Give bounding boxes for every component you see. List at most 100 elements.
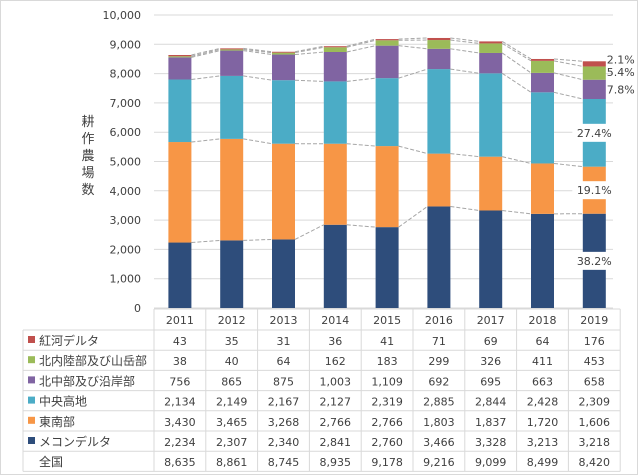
bar-segment — [531, 213, 554, 308]
bar-segment — [168, 56, 192, 58]
legend-label: 北内陸部及び山岳部 — [39, 353, 147, 368]
bar-segment — [272, 51, 295, 53]
legend-label: メコンデルタ — [39, 434, 111, 449]
table-cell: 756 — [169, 375, 190, 388]
table-cell: 36 — [328, 335, 342, 348]
table-cell: 31 — [277, 335, 291, 348]
series-line — [346, 224, 376, 228]
y-tick-label: 7,000 — [110, 97, 142, 110]
bar-segment — [323, 81, 347, 144]
bar-segment — [479, 156, 503, 211]
table-cell-total: 9,178 — [371, 456, 403, 469]
table-cell-total: 8,635 — [164, 456, 196, 469]
table-cell: 3,213 — [527, 436, 559, 449]
table-cell: 2,760 — [371, 436, 403, 449]
table-cell: 1,720 — [527, 416, 559, 429]
data-label: 38.2% — [577, 255, 612, 268]
series-line — [346, 143, 376, 147]
series-line — [450, 37, 480, 42]
legend-swatch — [28, 376, 35, 384]
bar-segment — [479, 41, 503, 44]
table-cell: 2,127 — [320, 396, 352, 409]
bar-segment — [479, 73, 503, 157]
y-axis-label-char: 農 — [81, 149, 94, 164]
series-line — [346, 38, 376, 47]
x-tick-label: 2018 — [529, 314, 557, 327]
bar-segment — [220, 75, 244, 139]
series-line — [553, 91, 583, 100]
x-tick-label: 2017 — [477, 314, 505, 327]
bar-segment — [323, 46, 347, 48]
table-cell: 692 — [428, 375, 449, 388]
bar-segment — [168, 54, 192, 57]
bar-segment — [323, 143, 347, 225]
table-cell-total: 8,861 — [216, 456, 248, 469]
table-cell: 1,003 — [320, 375, 352, 388]
series-line — [553, 162, 583, 168]
table-cell: 43 — [173, 335, 187, 348]
bar-segment — [427, 48, 451, 70]
series-line — [346, 77, 376, 82]
y-tick-label: 5,000 — [110, 156, 142, 169]
table-cell: 3,328 — [475, 436, 507, 449]
y-axis-label-char: 数 — [81, 183, 94, 198]
series-line — [450, 48, 480, 54]
table-cell: 1,606 — [579, 416, 611, 429]
bar-segment — [272, 52, 295, 55]
bar-segment — [531, 72, 554, 93]
series-line — [346, 45, 376, 53]
bar-segment — [479, 210, 503, 308]
table-cell: 2,134 — [164, 396, 196, 409]
bar-segment — [582, 61, 606, 67]
series-line — [191, 47, 221, 56]
series-line — [243, 138, 273, 145]
data-label-bg — [572, 251, 617, 270]
table-cell: 875 — [273, 375, 294, 388]
table-cell: 1,803 — [423, 416, 455, 429]
y-tick-label: 1,000 — [110, 273, 142, 286]
bar-segment — [427, 40, 451, 49]
table-cell-total: 8,935 — [320, 456, 352, 469]
series-line — [398, 145, 428, 155]
bar-segment — [427, 206, 451, 308]
series-line — [243, 47, 273, 53]
legend-swatch — [28, 396, 35, 404]
x-tick-label: 2012 — [218, 314, 246, 327]
x-tick-label: 2013 — [270, 314, 298, 327]
table-cell: 2,234 — [164, 436, 196, 449]
bar-segment — [531, 58, 554, 61]
series-line — [501, 72, 532, 93]
bar-segment — [375, 227, 399, 308]
bar-segment — [531, 60, 554, 73]
table-cell: 2,307 — [216, 436, 248, 449]
table-cell: 41 — [380, 335, 394, 348]
bar-segment — [220, 50, 244, 76]
bar-segment — [375, 78, 399, 147]
table-cell: 3,430 — [164, 416, 196, 429]
table-cell: 453 — [584, 355, 605, 368]
table-cell: 40 — [225, 355, 239, 368]
series-line — [553, 58, 583, 62]
series-line — [191, 138, 221, 143]
bar-segment — [272, 239, 295, 308]
table-cell: 411 — [532, 355, 553, 368]
series-line — [294, 224, 325, 240]
series-line — [294, 51, 324, 56]
series-line — [191, 75, 221, 81]
table-cell: 2,319 — [371, 396, 403, 409]
data-label: 19.1% — [577, 184, 612, 197]
bar-segment — [531, 92, 554, 164]
table-cell: 2,766 — [320, 416, 352, 429]
data-label: 27.4% — [577, 127, 612, 140]
bar-segment — [582, 79, 606, 100]
series-line — [398, 68, 428, 79]
series-line — [294, 46, 324, 54]
series-line — [398, 45, 428, 50]
legend-swatch — [28, 356, 35, 364]
x-tick-label: 2019 — [580, 314, 608, 327]
series-line — [243, 75, 273, 81]
table-cell: 64 — [277, 355, 291, 368]
series-line — [398, 37, 428, 40]
